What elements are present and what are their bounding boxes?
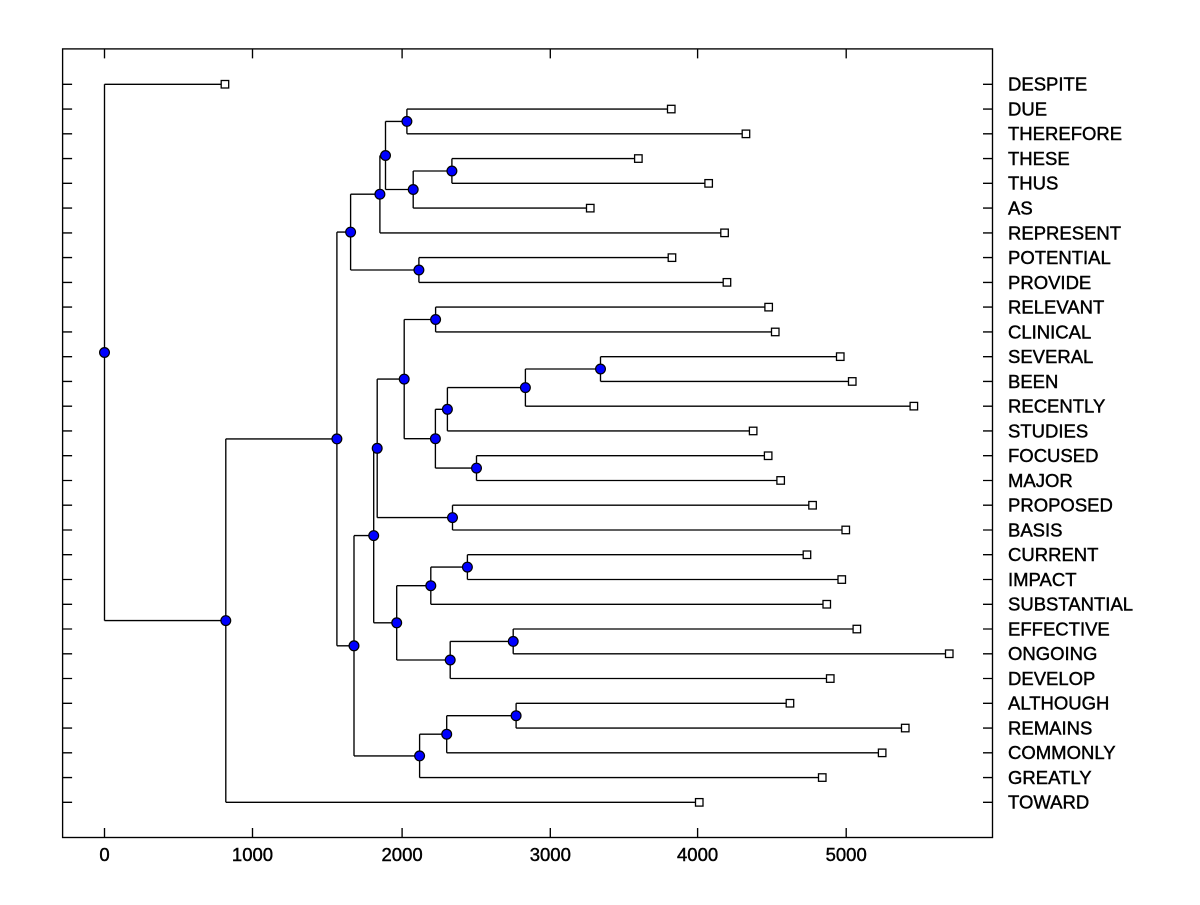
svg-text:COMMONLY: COMMONLY xyxy=(1008,742,1116,763)
svg-text:IMPACT: IMPACT xyxy=(1008,569,1077,590)
svg-text:MAJOR: MAJOR xyxy=(1008,470,1073,491)
svg-text:REMAINS: REMAINS xyxy=(1008,718,1092,739)
svg-text:DESPITE: DESPITE xyxy=(1008,74,1087,95)
svg-text:RECENTLY: RECENTLY xyxy=(1008,396,1105,417)
svg-text:TOWARD: TOWARD xyxy=(1008,792,1089,813)
svg-text:SUBSTANTIAL: SUBSTANTIAL xyxy=(1008,594,1133,615)
svg-text:ALTHOUGH: ALTHOUGH xyxy=(1008,693,1109,714)
svg-text:CURRENT: CURRENT xyxy=(1008,544,1098,565)
svg-text:PROPOSED: PROPOSED xyxy=(1008,495,1113,516)
svg-text:3000: 3000 xyxy=(530,844,571,865)
svg-text:REPRESENT: REPRESENT xyxy=(1008,222,1121,243)
svg-text:PROVIDE: PROVIDE xyxy=(1008,272,1091,293)
svg-text:SEVERAL: SEVERAL xyxy=(1008,346,1093,367)
svg-text:GREATLY: GREATLY xyxy=(1008,767,1092,788)
svg-text:RELEVANT: RELEVANT xyxy=(1008,297,1104,318)
svg-text:2000: 2000 xyxy=(382,844,423,865)
svg-text:FOCUSED: FOCUSED xyxy=(1008,445,1098,466)
svg-text:STUDIES: STUDIES xyxy=(1008,420,1088,441)
svg-text:DUE: DUE xyxy=(1008,99,1047,120)
svg-text:ONGOING: ONGOING xyxy=(1008,643,1097,664)
svg-text:AS: AS xyxy=(1008,198,1033,219)
svg-text:DEVELOP: DEVELOP xyxy=(1008,668,1095,689)
svg-text:0: 0 xyxy=(99,844,109,865)
svg-text:BASIS: BASIS xyxy=(1008,519,1063,540)
svg-text:1000: 1000 xyxy=(232,844,273,865)
svg-text:EFFECTIVE: EFFECTIVE xyxy=(1008,618,1110,639)
svg-text:CLINICAL: CLINICAL xyxy=(1008,321,1091,342)
svg-text:5000: 5000 xyxy=(826,844,867,865)
svg-text:BEEN: BEEN xyxy=(1008,371,1058,392)
svg-text:POTENTIAL: POTENTIAL xyxy=(1008,247,1111,268)
svg-text:THEREFORE: THEREFORE xyxy=(1008,123,1122,144)
svg-text:4000: 4000 xyxy=(677,844,718,865)
svg-text:THUS: THUS xyxy=(1008,173,1058,194)
svg-text:THESE: THESE xyxy=(1008,148,1070,169)
